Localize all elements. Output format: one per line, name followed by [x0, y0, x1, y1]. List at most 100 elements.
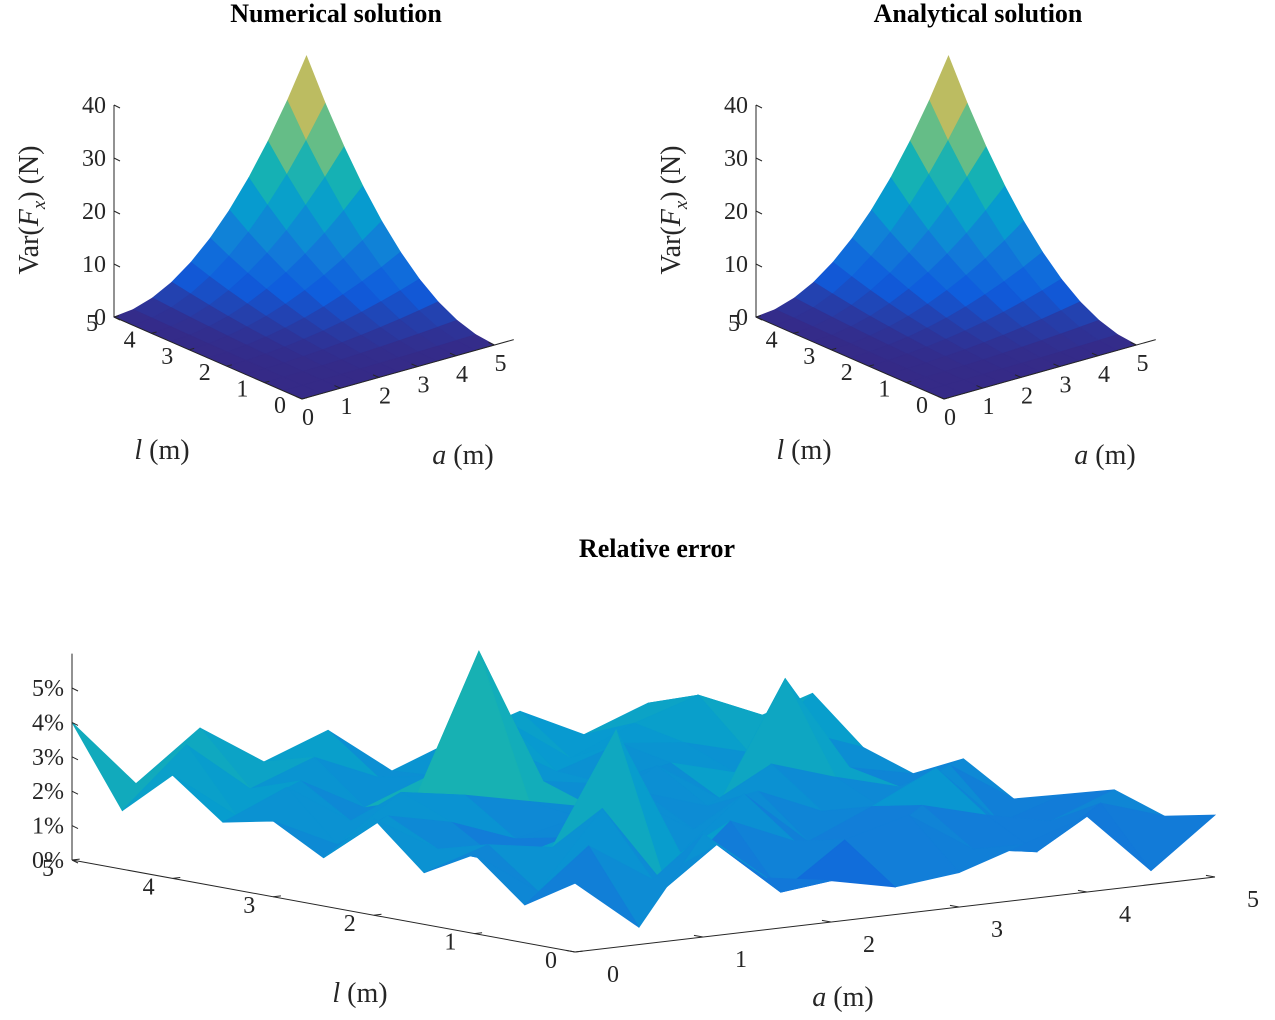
numerical-z-tick-label: 40 [82, 93, 106, 119]
analytical-z-tick-mark [755, 210, 763, 215]
analytical-a-tick-label: 3 [1060, 373, 1072, 399]
analytical-l-tick-mark [943, 397, 950, 400]
analytical-l-tick-label: 5 [728, 311, 740, 337]
analytical-l-tick-mark [755, 315, 762, 318]
analytical-l-axis-line [755, 316, 945, 400]
analytical-a-tick-label: 4 [1098, 362, 1110, 388]
relative-error-a-tick-mark [1077, 889, 1088, 893]
relative-error-z-tick-mark [71, 756, 79, 761]
relative-error-a-tick-label: 3 [991, 917, 1003, 943]
analytical-surface [754, 54, 1138, 400]
numerical-l-tick-mark [113, 315, 120, 318]
relative-error-a-axis-line [574, 876, 1216, 953]
numerical-a-tick-mark [372, 374, 380, 378]
analytical-l-tick-label: 4 [766, 327, 778, 353]
analytical-solution-title: Analytical solution [874, 0, 1083, 28]
numerical-l-tick-label: 0 [274, 393, 286, 419]
analytical-z-tick-mark [755, 104, 763, 109]
analytical-l-tick-label: 2 [841, 360, 853, 386]
relative-error-a-tick-label: 0 [607, 962, 619, 988]
numerical-a-tick-label: 4 [456, 362, 468, 388]
relative-error-z-tick-mark [71, 687, 79, 692]
analytical-z-tick-label: 30 [724, 146, 748, 172]
relative-error-a-tick-label: 2 [863, 932, 875, 958]
analytical-a-tick-label: 1 [983, 394, 995, 420]
relative-error-z-tick-label: 2% [32, 779, 64, 805]
numerical-l-tick-label: 3 [161, 344, 173, 370]
numerical-z-tick-mark [113, 263, 121, 268]
relative-error-l-tick-label: 5 [42, 856, 54, 882]
numerical-a-tick-label: 2 [379, 383, 391, 409]
relative-error-surface-patch [524, 845, 640, 928]
analytical-a-tick-label: 2 [1021, 383, 1033, 409]
relative-error-title: Relative error [579, 534, 735, 563]
analytical-a-tick-mark [1014, 374, 1022, 378]
analytical-a-tick-mark [937, 395, 945, 400]
analytical-l-tick-label: 3 [803, 344, 815, 370]
relative-error-z-tick-label: 0% [32, 848, 64, 874]
relative-error-l-tick-mark [474, 932, 483, 935]
relative-error-a-tick-label: 5 [1247, 887, 1259, 913]
analytical-a-tick-mark [1130, 341, 1137, 346]
relative-error-z-tick-mark [71, 825, 79, 830]
relative-error-l-tick-label: 4 [143, 874, 155, 900]
numerical-l-tick-mark [189, 347, 195, 351]
analytical-z-tick-mark [755, 316, 763, 321]
relative-error-z-tick-mark [71, 859, 79, 864]
numerical-z-tick-label: 30 [82, 146, 106, 172]
analytical-l-tick-label: 1 [878, 377, 890, 403]
numerical-z-tick-mark [113, 104, 121, 109]
relative-error-a-tick-label: 1 [735, 947, 747, 973]
analytical-a-axis-label: a (m) [1074, 440, 1135, 471]
relative-error-l-tick-mark [71, 858, 80, 861]
numerical-a-tick-label: 1 [341, 394, 353, 420]
relative-error-subplot: Relative error 0123450123450%1%2%3%4%5%a… [32, 534, 1259, 1013]
relative-error-l-axis-line [71, 859, 576, 953]
relative-error-l-tick-mark [373, 913, 382, 916]
numerical-surface [112, 54, 496, 400]
analytical-z-tick-mark [755, 157, 763, 162]
relative-error-l-tick-mark [172, 877, 181, 879]
relative-error-z-tick-label: 3% [32, 745, 64, 771]
relative-error-l-tick-label: 3 [243, 893, 255, 919]
analytical-l-tick-mark [868, 364, 874, 367]
numerical-z-tick-label: 10 [82, 252, 106, 278]
analytical-solution-subplot: Analytical solution 0 1 2 3 4 501234501020304… [656, 0, 1156, 471]
numerical-solution-subplot: Numerical solution 0 1 2 3 4 5012345010203040… [14, 0, 514, 471]
numerical-l-axis-line [113, 316, 303, 400]
numerical-l-tick-mark [264, 380, 270, 384]
numerical-a-axis-line [301, 339, 514, 400]
analytical-a-tick-mark [1091, 352, 1099, 357]
analytical-z-axis-label: Var(Fx) (N) [656, 146, 692, 275]
relative-error-l-tick-label: 0 [545, 948, 557, 974]
relative-error-a-tick-mark [949, 904, 960, 908]
relative-error-l-tick-mark [574, 950, 583, 953]
numerical-l-tick-label: 4 [124, 327, 136, 353]
numerical-l-tick-mark [301, 397, 308, 400]
analytical-l-axis-label: l (m) [776, 435, 831, 466]
numerical-solution-title: Numerical solution [230, 0, 442, 28]
analytical-a-axis-line [943, 339, 1156, 400]
analytical-l-tick-mark [831, 347, 837, 351]
analytical-z-tick-label: 40 [724, 93, 748, 119]
relative-error-z-tick-mark [71, 790, 79, 795]
analytical-l-tick-mark [906, 380, 912, 384]
numerical-l-axis-label: l (m) [134, 435, 189, 466]
analytical-z-tick-label: 10 [724, 252, 748, 278]
numerical-a-tick-label: 5 [495, 351, 507, 377]
relative-error-l-tick-mark [273, 895, 281, 898]
analytical-l-tick-mark [793, 331, 799, 334]
numerical-a-tick-label: 3 [418, 373, 430, 399]
numerical-z-tick-label: 20 [82, 199, 106, 225]
relative-error-z-tick-label: 5% [32, 676, 64, 702]
relative-error-z-tick-mark [71, 721, 79, 726]
analytical-a-tick-mark [1053, 363, 1060, 368]
relative-error-a-tick-mark [1205, 874, 1216, 878]
numerical-l-tick-label: 2 [199, 360, 211, 386]
relative-error-a-tick-mark [693, 934, 704, 938]
numerical-a-tick-mark [488, 341, 495, 346]
relative-error-z-tick-label: 4% [32, 710, 64, 736]
numerical-a-tick-label: 0 [302, 405, 314, 431]
numerical-l-tick-mark [151, 331, 157, 334]
